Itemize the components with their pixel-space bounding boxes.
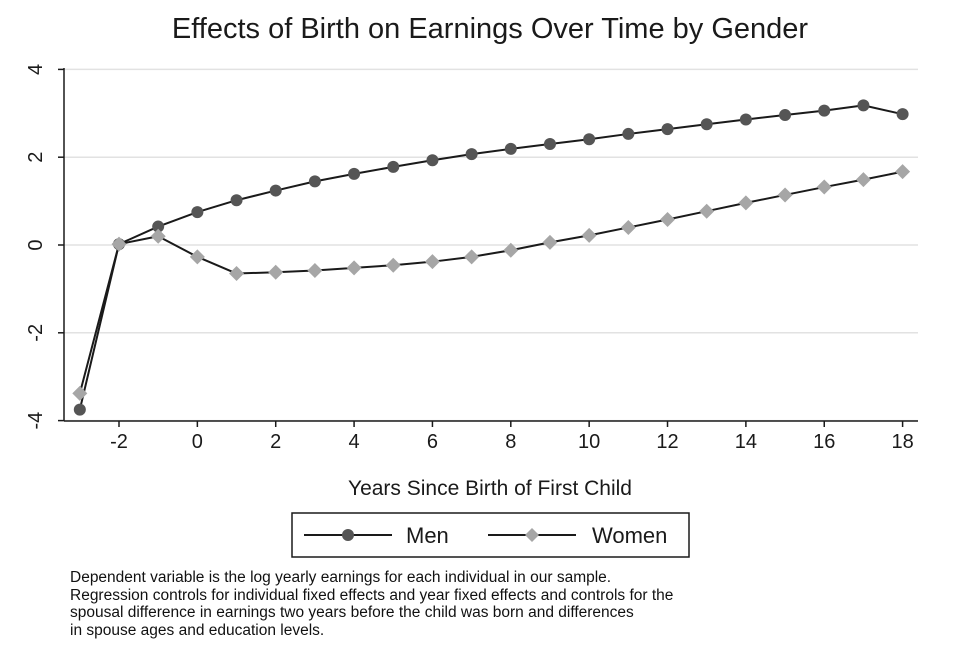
women-data-point [307, 262, 323, 278]
legend-label-men: Men [406, 523, 449, 548]
men-data-point [543, 138, 556, 151]
y-tick-label: 2 [25, 152, 47, 163]
legend-women-marker [525, 528, 539, 542]
men-data-point [504, 142, 517, 155]
women-data-point [424, 254, 440, 270]
women-data-point [738, 195, 754, 211]
men-data-point [622, 127, 635, 140]
men-data-point [779, 109, 792, 122]
women-data-point [111, 236, 127, 252]
women-data-point [855, 172, 871, 188]
legend: Men Women [291, 512, 690, 558]
men-data-point [818, 104, 831, 117]
men-data-point [583, 133, 596, 146]
men-data-point [857, 99, 870, 112]
men-data-point [661, 123, 674, 136]
women-series-line [78, 170, 903, 394]
data-series [72, 99, 911, 416]
x-tick-label: 18 [891, 431, 913, 453]
men-data-point [348, 167, 361, 180]
footnote-line: Regression controls for individual fixed… [70, 586, 674, 604]
men-data-point [73, 403, 86, 416]
chart-title: Effects of Birth on Earnings Over Time b… [172, 13, 808, 45]
women-data-point [660, 212, 676, 228]
men-data-point [896, 108, 909, 121]
women-data-point [229, 266, 245, 282]
men-data-point [308, 175, 321, 188]
women-data-point [777, 187, 793, 203]
x-tick-label: 6 [427, 431, 438, 453]
x-tick-label: 4 [349, 431, 360, 453]
y-tick-label: 0 [25, 239, 47, 250]
women-data-point [816, 179, 832, 195]
women-data-point [620, 219, 636, 235]
y-tick-label: 4 [25, 64, 47, 75]
women-data-point [542, 234, 558, 250]
women-data-point [464, 249, 480, 265]
x-axis-label: Years Since Birth of First Child [348, 477, 632, 500]
men-data-point [465, 148, 478, 161]
footnote-line: spousal difference in earnings two years… [70, 604, 634, 621]
men-data-point [739, 113, 752, 126]
women-data-point [150, 228, 166, 244]
x-tick-label: 0 [192, 431, 203, 453]
x-tick-label: 10 [578, 431, 600, 453]
x-tick-label: 12 [656, 431, 678, 453]
x-tick-label: 8 [505, 431, 516, 453]
men-data-point [230, 194, 243, 207]
women-data-point [268, 264, 284, 280]
axes: -4 -2 0 2 4 -2 0 2 4 6 8 10 12 14 16 18 [25, 64, 918, 453]
men-data-point [191, 206, 204, 219]
women-data-point [189, 249, 205, 265]
men-data-point [269, 184, 282, 197]
men-data-point [426, 154, 439, 167]
women-data-point [346, 260, 362, 276]
gridlines [64, 68, 918, 422]
men-data-point [700, 118, 713, 131]
x-tick-label: 16 [813, 431, 835, 453]
x-tick-label: 14 [735, 431, 757, 453]
y-tick-label: -2 [25, 324, 47, 342]
legend-label-women: Women [592, 523, 667, 548]
men-data-point [152, 220, 165, 233]
men-series-line [78, 104, 903, 410]
y-tick-label: -4 [25, 412, 47, 430]
women-data-point [385, 257, 401, 273]
x-tick-label: 2 [270, 431, 281, 453]
women-data-point [72, 385, 88, 401]
legend-men-marker [342, 529, 354, 541]
women-data-point [503, 242, 519, 258]
footnote-line: Dependent variable is the log yearly ear… [70, 569, 612, 586]
women-data-point [581, 227, 597, 243]
x-tick-label: -2 [110, 431, 128, 453]
women-data-point [895, 164, 911, 180]
women-data-point [699, 203, 715, 219]
chart-footnote: Dependent variable is the log yearly ear… [70, 569, 930, 639]
line-chart: Effects of Birth on Earnings Over Time b… [25, 13, 918, 558]
men-data-point [387, 160, 400, 173]
footnote-line: in spouse ages and education levels. [70, 621, 325, 639]
